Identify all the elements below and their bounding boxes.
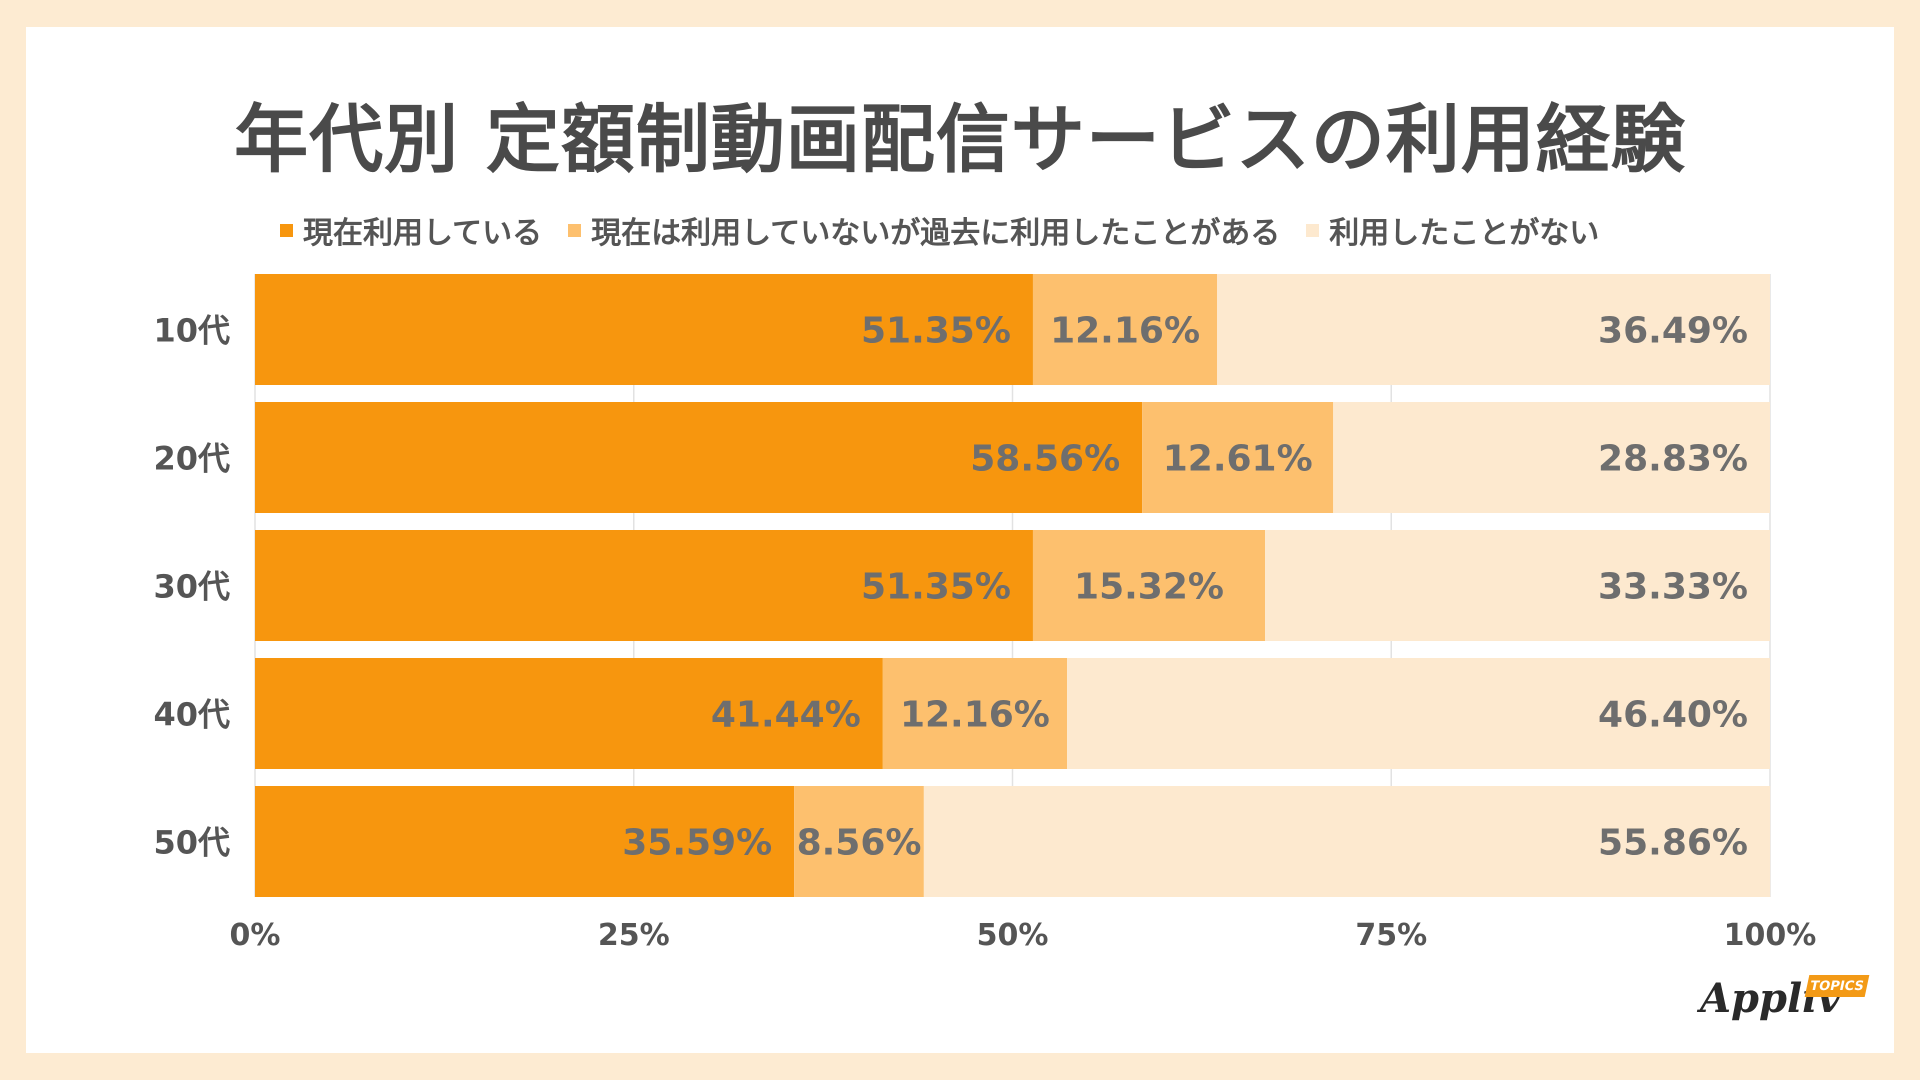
x-tick-label-3: 75% [1355, 918, 1427, 953]
data-label-10代-series-2: 36.49% [1598, 311, 1748, 352]
chart-title: 年代別 定額制動画配信サービスの利用経験 [234, 97, 1686, 183]
legend-item-never: 利用したことがない [1306, 208, 1599, 252]
category-label-20代: 20代 [153, 440, 230, 478]
category-label-50代: 50代 [153, 824, 230, 862]
bar-10代-series-2 [1217, 274, 1770, 385]
legend-swatch-past [568, 223, 582, 237]
bar-50代-series-2 [923, 786, 1771, 897]
data-label-50代-series-0: 35.59% [622, 823, 772, 864]
legend-label-past: 現在は利用していないが過去に利用したことがある [591, 216, 1281, 251]
data-label-50代-series-1: 8.56% [797, 823, 922, 864]
bar-30代-series-1 [1032, 530, 1266, 641]
bar-40代-series-0 [255, 658, 883, 769]
data-label-10代-series-1: 12.16% [1050, 311, 1200, 352]
bar-10代-series-0 [255, 274, 1033, 385]
data-label-10代-series-0: 51.35% [861, 311, 1011, 352]
bar-20代-series-2 [1333, 402, 1770, 513]
legend-item-past: 現在は利用していないが過去に利用したことがある [568, 208, 1280, 252]
bar-30代-series-0 [255, 530, 1033, 641]
category-label-40代: 40代 [153, 696, 230, 734]
x-tick-label-4: 100% [1724, 918, 1817, 953]
data-label-20代-series-1: 12.61% [1163, 439, 1313, 480]
bar-40代-series-2 [1067, 658, 1770, 769]
legend: 現在利用している 現在は利用していないが過去に利用したことがある 利用したことが… [280, 208, 1599, 252]
bar-10代-series-1 [1032, 274, 1218, 385]
bar-20代-series-0 [255, 402, 1143, 513]
x-tick-label-2: 50% [977, 918, 1049, 953]
category-label-30代: 30代 [153, 568, 230, 606]
legend-label-current: 現在利用している [303, 216, 543, 251]
data-label-50代-series-2: 55.86% [1598, 823, 1748, 864]
bar-30代-series-2 [1265, 530, 1770, 641]
bar-40代-series-1 [882, 658, 1068, 769]
logo-badge: TOPICS [1804, 975, 1870, 997]
legend-swatch-current [280, 223, 293, 237]
legend-item-current: 現在利用している [280, 208, 542, 252]
bar-20代-series-1 [1142, 402, 1334, 513]
data-label-40代-series-2: 46.40% [1598, 695, 1748, 736]
x-tick-label-1: 25% [598, 918, 670, 953]
category-label-10代: 10代 [153, 312, 230, 350]
data-label-40代-series-1: 12.16% [900, 695, 1050, 736]
bar-50代-series-1 [794, 786, 924, 897]
data-label-20代-series-2: 28.83% [1598, 439, 1748, 480]
data-label-20代-series-0: 58.56% [970, 439, 1120, 480]
data-label-30代-series-0: 51.35% [861, 567, 1011, 608]
x-tick-label-0: 0% [230, 918, 281, 953]
legend-label-never: 利用したことがない [1329, 216, 1600, 251]
bar-50代-series-0 [255, 786, 795, 897]
legend-swatch-never [1306, 223, 1320, 237]
data-label-30代-series-2: 33.33% [1598, 567, 1748, 608]
data-label-40代-series-0: 41.44% [711, 695, 861, 736]
data-label-30代-series-1: 15.32% [1074, 567, 1224, 608]
